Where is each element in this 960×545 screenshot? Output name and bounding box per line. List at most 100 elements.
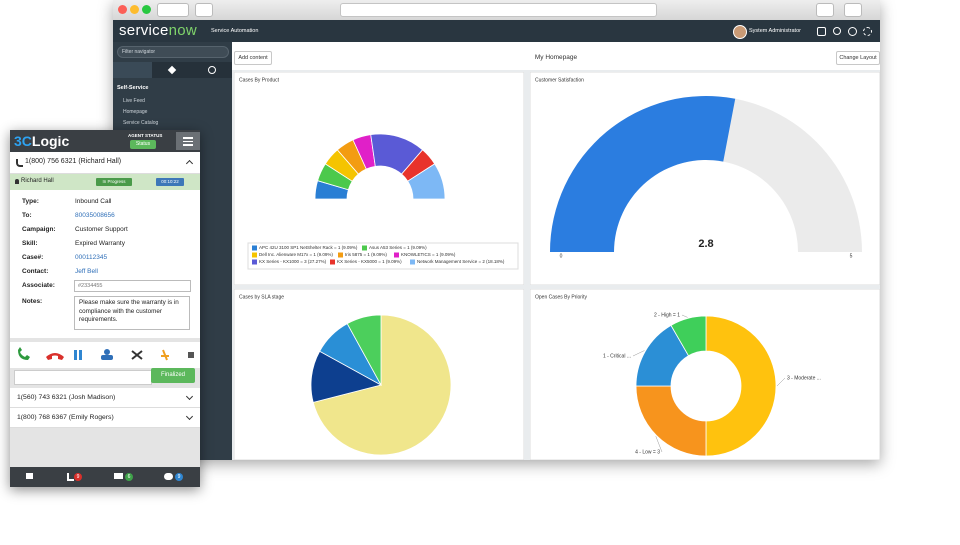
close-button[interactable]: [118, 5, 127, 14]
conference-button[interactable]: [104, 349, 110, 355]
title-bar: [113, 0, 880, 21]
donut-segment: [705, 315, 777, 457]
call-row[interactable]: 1(560) 743 6321 (Josh Madison): [10, 388, 200, 408]
nav-item[interactable]: Service Catalog: [123, 120, 159, 126]
hold-button[interactable]: [79, 350, 82, 360]
answer-button[interactable]: [18, 347, 30, 360]
add-content-button[interactable]: Add content: [234, 51, 272, 65]
field-value: Customer Support: [75, 226, 128, 233]
settings-icon[interactable]: [863, 27, 872, 36]
user-menu[interactable]: System Administrator: [749, 28, 801, 34]
logo: servicenow: [119, 22, 197, 39]
messages-button[interactable]: [114, 473, 123, 479]
gauge-value: [550, 96, 736, 252]
active-call-row[interactable]: 1(800) 756 6321 (Richard Hall): [10, 152, 200, 174]
status-button[interactable]: Status: [130, 140, 156, 149]
field-value: Expired Warranty: [75, 240, 125, 247]
avatar[interactable]: [733, 25, 747, 39]
pie-slice: [346, 314, 382, 386]
gauge-tick-label: 0: [560, 253, 563, 259]
agent-logo: 3CLogic: [14, 133, 69, 149]
slice-label: 1 - Critical ...: [603, 353, 631, 359]
back-forward[interactable]: [157, 3, 189, 17]
donut-segment: [407, 163, 446, 200]
filter-navigator[interactable]: Filter navigator: [117, 46, 229, 58]
legend-label: APC 42U 3100 SP1 NetShelter Rack = 1 (9.…: [259, 245, 358, 250]
slice-label: 2 - High = 1: [654, 312, 680, 318]
agent-header: 3CLogic AGENT STATUS Status: [10, 130, 200, 152]
calls-button[interactable]: [67, 473, 74, 481]
search-icon[interactable]: [833, 27, 841, 35]
chart-title: Cases by SLA stage: [239, 294, 284, 300]
call-row[interactable]: 1(800) 768 6367 (Emily Rogers): [10, 408, 200, 428]
slice-label: 3 - Moderate ...: [787, 375, 821, 381]
legend-label: Dell Inc. Alienware M17x = 1 (9.09%): [259, 252, 333, 257]
logo-part: 3C: [14, 133, 32, 149]
caret: [185, 412, 194, 421]
transfer-button[interactable]: [131, 350, 143, 360]
field-label: Type:: [22, 198, 39, 205]
disposition-input[interactable]: [14, 370, 152, 385]
change-layout-button[interactable]: Change Layout: [836, 51, 880, 65]
mute-button[interactable]: [161, 349, 169, 361]
tab[interactable]: [167, 65, 177, 75]
chart-panel: Open Cases By Priority 3 - Moderate ... 4 …: [530, 289, 880, 460]
chat-button[interactable]: [164, 473, 173, 480]
tabs-button[interactable]: [844, 3, 862, 17]
legend-label: Asus A53 Series = 1 (9.09%): [369, 245, 427, 250]
help-icon[interactable]: [848, 27, 857, 36]
legend-swatch: [410, 259, 415, 265]
legend-label: KX Series - KX5000 = 1 (9.09%): [337, 259, 402, 264]
leader-line: [681, 314, 688, 318]
timer: 00:10:22: [156, 178, 184, 186]
legend-label: Network Management Service = 2 (18.18%): [417, 259, 505, 264]
chart-title: Open Cases By Priority: [535, 294, 587, 300]
keypad-button[interactable]: [188, 352, 194, 358]
chart-panel: Customer Satisfaction 2.8 0 5: [530, 72, 880, 285]
field-value: Inbound Call: [75, 198, 112, 205]
legend-swatch: [330, 259, 335, 265]
home-button[interactable]: [26, 473, 33, 479]
fields: Type: Inbound Call To: 80035008656 Campaign:…: [10, 198, 200, 284]
logo-part: Logic: [31, 133, 70, 149]
call-actions: [10, 342, 200, 368]
nav-items: Live Feed Homepage Service Catalog: [113, 98, 232, 158]
browser-window: servicenow Service Automation System Adm…: [113, 0, 880, 460]
finalized-button[interactable]: Finalized: [151, 368, 195, 383]
call-number: 1(560) 743 6321 (Josh Madison): [17, 394, 116, 401]
legend-label: KNOWLETICS = 1 (9.09%): [401, 252, 456, 257]
sidebar-button[interactable]: [195, 3, 213, 17]
caller: Richard Hall: [21, 178, 54, 184]
field-value: 80035008656: [75, 212, 115, 219]
conference-button[interactable]: [101, 355, 113, 360]
menu-bar: [183, 137, 193, 139]
menu-bar: [183, 144, 193, 146]
phone-icon[interactable]: [817, 27, 826, 36]
hangup-button[interactable]: [46, 353, 64, 360]
url-bar[interactable]: [340, 3, 657, 17]
tab[interactable]: [208, 66, 216, 74]
notes-input[interactable]: Please make sure the warranty is in comp…: [74, 296, 190, 330]
legend-swatch: [394, 252, 399, 258]
tab[interactable]: [113, 62, 152, 78]
field-label: Case#:: [22, 254, 44, 261]
call-state: In Progress: [96, 178, 132, 186]
hold-button[interactable]: [74, 350, 77, 360]
zoom-button[interactable]: [142, 5, 151, 14]
caret: [185, 392, 194, 401]
chart-title: Cases By Product: [239, 77, 280, 83]
content: Add content My Homepage Change Layout Ca…: [232, 42, 880, 460]
associate-input[interactable]: #2334455: [74, 280, 191, 292]
menu-button[interactable]: [176, 132, 200, 150]
minimize-button[interactable]: [130, 5, 139, 14]
nav-item[interactable]: Live Feed: [123, 98, 145, 104]
badge: 6: [125, 473, 133, 481]
caller-bar: Richard Hall In Progress 00:10:22: [10, 174, 200, 190]
app-subtitle: Service Automation: [211, 28, 259, 34]
nav-section[interactable]: Self-Service: [117, 85, 149, 91]
nav-item[interactable]: Homepage: [123, 109, 148, 115]
other-calls: 1(560) 743 6321 (Josh Madison) 1(800) 768…: [10, 388, 200, 428]
share-button[interactable]: [816, 3, 834, 17]
notes-label: Notes:: [22, 298, 43, 305]
badge: 9: [74, 473, 82, 481]
